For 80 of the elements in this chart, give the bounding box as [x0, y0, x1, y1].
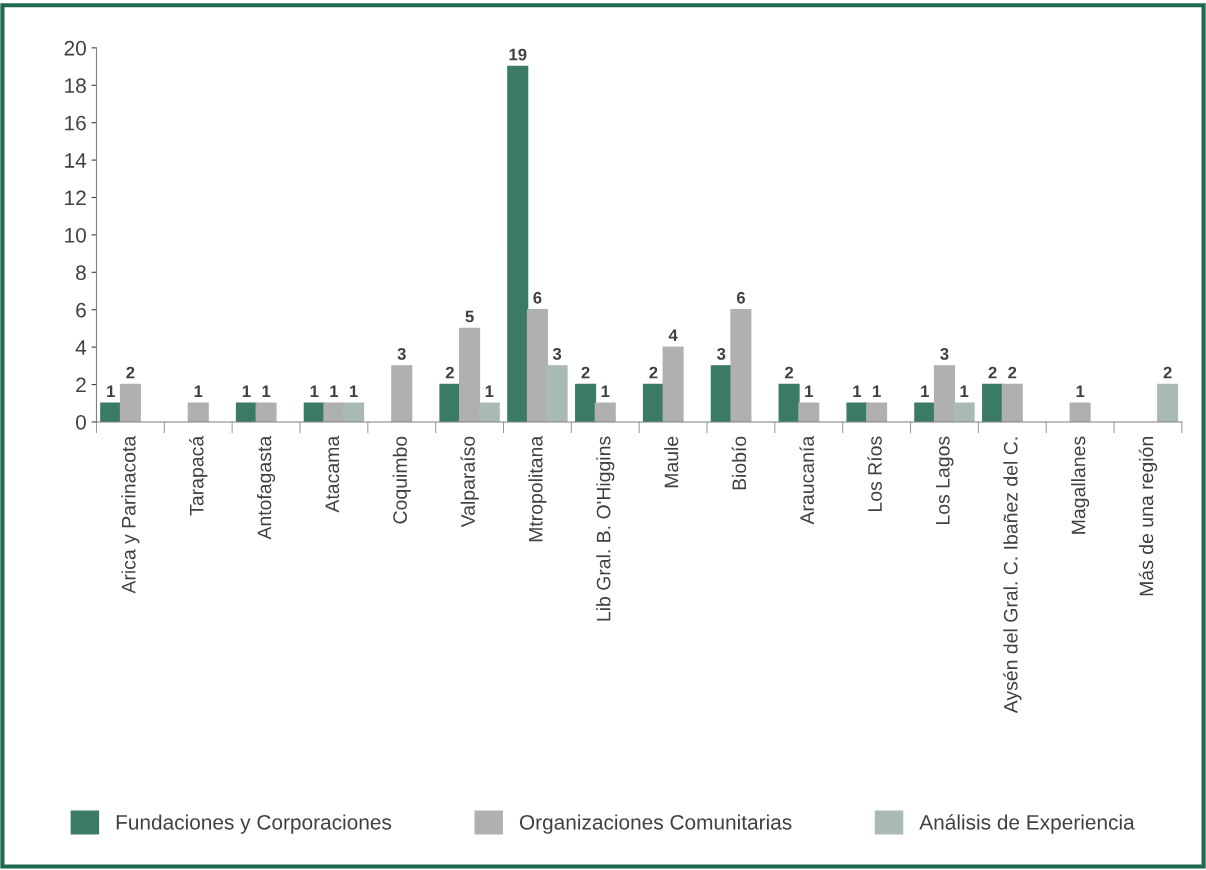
- x-tick-label: Biobío: [731, 436, 747, 490]
- bar: [798, 402, 820, 422]
- x-tick-label: Los Lagos: [936, 436, 954, 524]
- y-tick-label: 4: [75, 340, 87, 355]
- bar: [439, 383, 461, 422]
- x-tick-label: Magallanes: [1071, 436, 1090, 534]
- x-tick-label: Atacama: [325, 435, 340, 513]
- data-label: 2: [988, 366, 997, 379]
- bar: [255, 402, 277, 422]
- data-label: 1: [242, 385, 251, 398]
- data-label: 2: [1163, 366, 1172, 379]
- y-tick-label: 2: [76, 377, 86, 393]
- data-label: 4: [668, 329, 678, 341]
- data-label: 2: [581, 366, 590, 379]
- bar: [730, 309, 752, 422]
- bar: [391, 365, 413, 422]
- data-label: 2: [785, 366, 794, 379]
- bar: [507, 65, 529, 422]
- data-label: 6: [736, 291, 745, 304]
- x-tick-label: Más de una región: [1138, 437, 1158, 596]
- x-tick-label: Aysén del Gral. C. Ibañez del C.: [1003, 437, 1022, 714]
- y-tick-label: 20: [64, 40, 86, 56]
- data-label: 3: [717, 347, 726, 360]
- bar: [575, 383, 597, 422]
- data-label: 1: [350, 385, 358, 398]
- data-label: 3: [940, 347, 949, 360]
- data-label: 2: [1008, 366, 1017, 379]
- data-label: 1: [853, 385, 862, 398]
- data-label: 3: [397, 347, 406, 360]
- bar: [982, 383, 1004, 422]
- data-label: 1: [262, 385, 271, 398]
- data-label: 2: [649, 366, 658, 379]
- data-label: 19: [509, 48, 527, 61]
- y-tick-label: 0: [75, 414, 86, 430]
- bar: [662, 346, 684, 422]
- data-label: 1: [107, 385, 115, 398]
- data-label: 1: [873, 385, 881, 398]
- bar: [642, 383, 664, 422]
- legend-label: Fundaciones y Corporaciones: [116, 814, 392, 834]
- y-tick-label: 10: [65, 227, 86, 243]
- bar: [594, 402, 616, 422]
- bar: [1001, 383, 1023, 422]
- y-tick-label: 18: [65, 78, 86, 94]
- x-tick-label: Tarapacá: [189, 435, 208, 516]
- data-label: 3: [552, 347, 562, 360]
- data-label: 1: [310, 385, 319, 398]
- x-tick-label: Coquimbo: [392, 436, 411, 524]
- data-label: 1: [1076, 385, 1085, 398]
- x-tick-label: Antofagasta: [257, 435, 276, 540]
- data-label: 5: [465, 310, 474, 323]
- x-tick-label: Lib Gral. B. O'Higgins: [596, 436, 615, 621]
- y-tick-label: 16: [65, 115, 86, 131]
- bar: [778, 383, 800, 422]
- legend-label: Análisis de Experiencia: [919, 814, 1135, 834]
- data-label: 1: [805, 385, 813, 398]
- bar: [866, 402, 888, 422]
- x-tick-label: Mtropolitana: [528, 435, 547, 542]
- data-label: 1: [194, 385, 203, 398]
- data-label: 1: [601, 385, 610, 398]
- data-label: 2: [126, 366, 135, 379]
- data-label: 1: [960, 385, 969, 398]
- data-label: 1: [921, 385, 929, 398]
- x-tick-label: Maule: [664, 436, 679, 488]
- x-tick-label: Los Ríos: [867, 436, 882, 511]
- bar: [1069, 402, 1091, 422]
- data-label: 2: [445, 366, 454, 379]
- legend-label: Organizaciones Comunitarias: [519, 814, 792, 834]
- x-tick-label: Valparaíso: [460, 436, 479, 528]
- y-tick-label: 6: [76, 302, 86, 318]
- bar: [187, 402, 209, 422]
- bar: [119, 383, 141, 422]
- y-tick-label: 14: [65, 153, 87, 168]
- x-tick-label: Araucanía: [799, 435, 814, 525]
- data-label: 1: [485, 385, 494, 398]
- x-tick-label: Arica y Parinacota: [121, 435, 140, 594]
- data-label: 1: [330, 385, 339, 398]
- data-label: 6: [533, 291, 542, 304]
- y-tick-label: 8: [76, 265, 86, 281]
- y-tick-label: 12: [65, 190, 86, 206]
- bar: [1157, 383, 1179, 422]
